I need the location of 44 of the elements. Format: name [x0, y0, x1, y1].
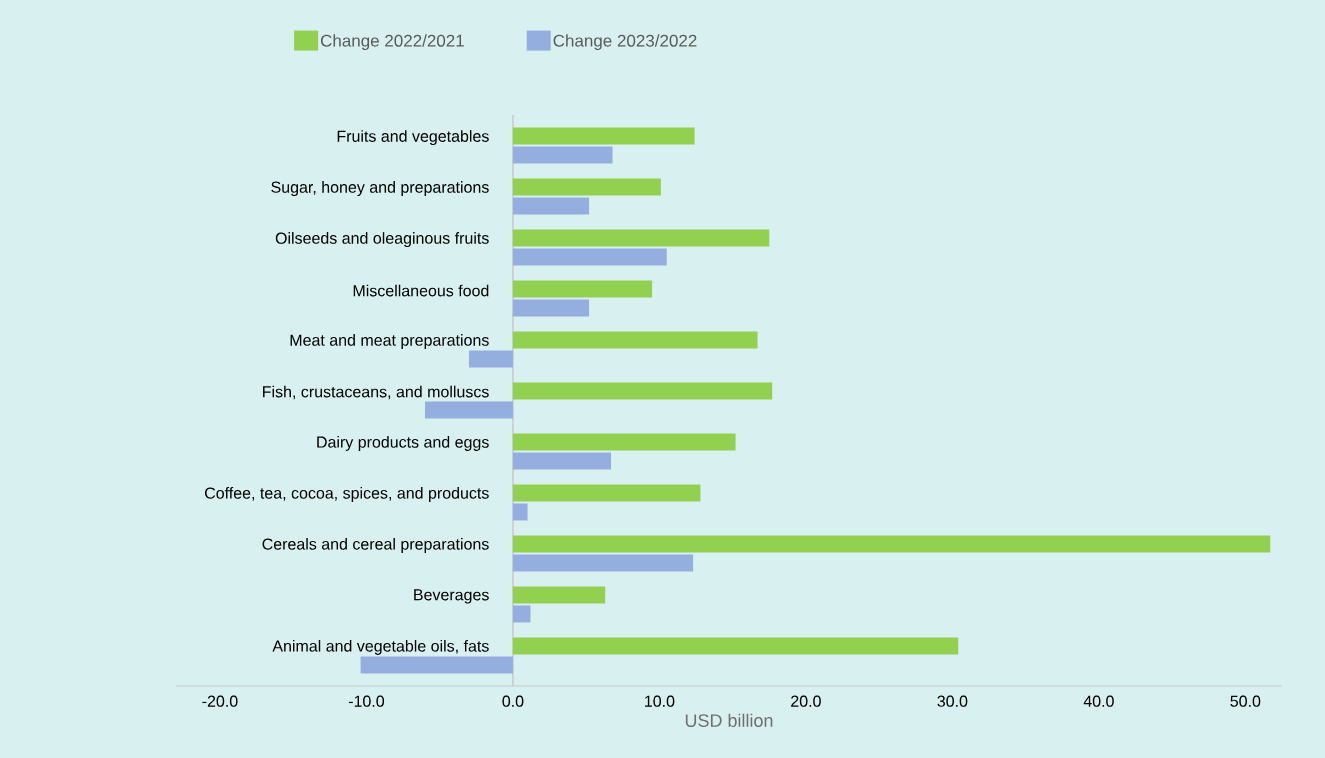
- bar: [512, 331, 758, 349]
- bar: [512, 178, 661, 196]
- bar: [468, 350, 513, 368]
- bar: [360, 656, 513, 674]
- x-tick-label: 30.0: [937, 695, 968, 707]
- x-tick-label: 40.0: [1083, 695, 1114, 707]
- x-tick-label: 10.0: [645, 695, 675, 707]
- bar: [512, 382, 773, 400]
- y-tick-label: Animal and vegetable oils, fats: [272, 639, 489, 655]
- bar: [512, 484, 701, 502]
- bar: [512, 433, 736, 451]
- legend-label: Change 2022/2021: [320, 34, 464, 51]
- y-tick-label: Cereals and cereal preparations: [262, 538, 489, 553]
- x-axis-title: USD billion: [685, 713, 773, 727]
- y-tick-label: Sugar, honey and preparations: [271, 181, 489, 197]
- bar: [512, 127, 695, 145]
- y-tick-label: Meat and meat preparations: [290, 334, 489, 349]
- bar: [425, 401, 513, 419]
- x-tick-label: 0.0: [502, 695, 524, 707]
- legend-label: Change 2023/2022: [553, 34, 697, 51]
- y-tick-label: Coffee, tea, cocoa, spices, and products: [204, 487, 489, 502]
- y-tick-label: Dairy products and eggs: [317, 436, 489, 451]
- bar: [512, 554, 694, 572]
- bar: [512, 586, 606, 604]
- y-tick-label: Oilseeds and oleaginous fruits: [275, 232, 489, 248]
- x-tick-label: 50.0: [1230, 695, 1261, 707]
- bar: [512, 637, 959, 655]
- y-tick-label: Fish, crustaceans, and molluscs: [263, 385, 489, 400]
- bar: [512, 146, 613, 164]
- bar: [512, 248, 667, 266]
- bar: [512, 535, 1271, 553]
- y-tick-label: Miscellaneous food: [353, 284, 489, 297]
- y-tick-label: Beverages: [414, 589, 489, 604]
- bar: [512, 299, 590, 317]
- x-tick-label: -20.0: [202, 695, 238, 707]
- bar: [512, 452, 612, 470]
- bar: [512, 280, 653, 298]
- bar: [512, 229, 770, 247]
- bar: [512, 503, 528, 521]
- bar: [512, 605, 531, 623]
- x-tick-label: 20.0: [791, 695, 821, 707]
- bar: [512, 197, 590, 215]
- y-tick-label: Fruits and vegetables: [337, 130, 489, 146]
- x-tick-label: -10.0: [348, 695, 385, 707]
